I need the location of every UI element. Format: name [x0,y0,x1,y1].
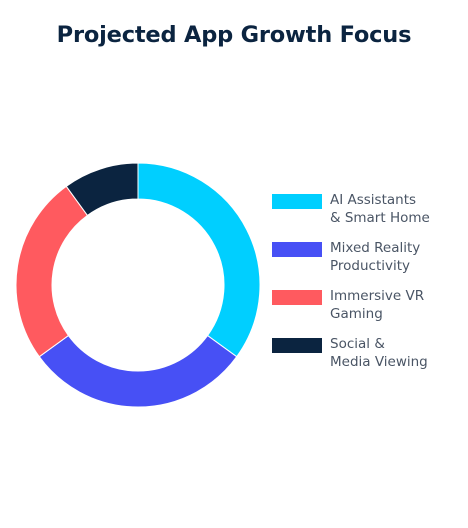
legend-label: AI Assistants & Smart Home [330,192,430,226]
legend-swatch [272,242,322,257]
chart-title: Projected App Growth Focus [56,22,412,48]
legend-label: Mixed Reality Productivity [330,240,421,274]
legend-label: Immersive VR Gaming [330,288,425,322]
donut-slice-ai-assistants-smart-home [137,162,261,358]
legend-swatch [272,338,322,353]
donut-slice-social-media-viewing [65,162,139,217]
legend-item-ai-assistants: AI Assistants & Smart Home [272,192,462,240]
legend-item-immersive-vr: Immersive VR Gaming [272,288,462,336]
legend-swatch [272,290,322,305]
chart-legend: AI Assistants & Smart Home Mixed Reality… [272,192,462,384]
legend-item-mixed-reality: Mixed Reality Productivity [272,240,462,288]
legend-item-social-media: Social & Media Viewing [272,336,462,384]
donut-slice-immersive-vr-gaming [15,185,89,358]
legend-label: Social & Media Viewing [330,336,428,370]
legend-swatch [272,194,322,209]
donut-slice-mixed-reality-productivity [38,334,238,408]
